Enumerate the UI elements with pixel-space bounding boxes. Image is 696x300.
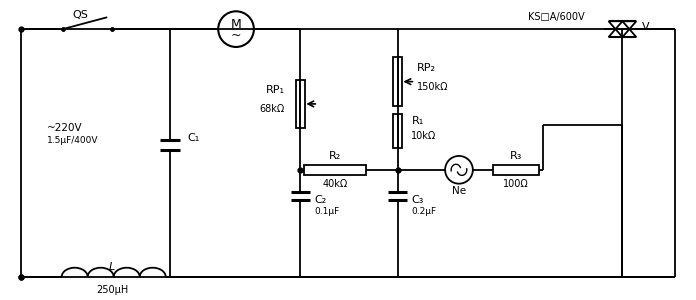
Text: V: V	[642, 22, 650, 32]
Text: 0.2μF: 0.2μF	[411, 207, 436, 216]
Bar	[493, 165, 539, 175]
Text: 40kΩ: 40kΩ	[322, 179, 348, 189]
Text: RP₂: RP₂	[418, 63, 436, 73]
Text: ~: ~	[231, 28, 242, 42]
Text: R₃: R₃	[509, 151, 522, 161]
Text: C₂: C₂	[315, 194, 326, 205]
Text: 1.5μF/400V: 1.5μF/400V	[47, 136, 98, 145]
Circle shape	[445, 156, 473, 184]
Text: M: M	[230, 18, 242, 31]
Text: 0.1μF: 0.1μF	[315, 207, 340, 216]
Text: C₃: C₃	[411, 194, 424, 205]
Text: 100Ω: 100Ω	[503, 179, 529, 189]
Text: RP₁: RP₁	[266, 85, 285, 95]
Circle shape	[219, 11, 254, 47]
Bar	[393, 114, 402, 148]
Bar	[296, 80, 305, 128]
Bar	[304, 165, 366, 175]
Text: 10kΩ: 10kΩ	[411, 131, 436, 141]
Text: C₁: C₁	[187, 133, 200, 143]
Text: 150kΩ: 150kΩ	[418, 82, 449, 92]
Text: ~220V: ~220V	[47, 123, 82, 133]
Text: 68kΩ: 68kΩ	[260, 104, 285, 114]
Text: R₁: R₁	[411, 116, 424, 126]
Text: KS□A/600V: KS□A/600V	[528, 12, 585, 22]
Text: R₂: R₂	[329, 151, 341, 161]
Text: L: L	[109, 262, 116, 272]
Text: 250μH: 250μH	[96, 285, 128, 295]
Text: Ne: Ne	[452, 186, 466, 196]
Bar	[393, 57, 402, 106]
Text: QS: QS	[72, 10, 88, 20]
